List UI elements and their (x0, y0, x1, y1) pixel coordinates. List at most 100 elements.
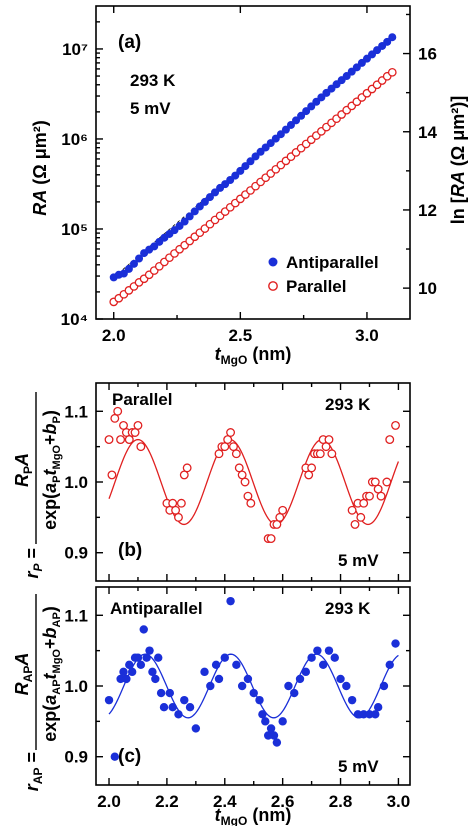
panel-c-point (116, 674, 125, 684)
panel-b-point (391, 420, 400, 430)
panel-b-temperature: 293 K (325, 395, 371, 414)
panel-a-point-antiparallel (150, 242, 159, 251)
panel-b-point (278, 505, 288, 515)
panel-b-point (266, 534, 276, 544)
panel-a-ytick-label: 10⁴ (61, 310, 88, 329)
panel-c-xtick-label: 2.6 (271, 792, 295, 811)
panel-b-point (226, 428, 236, 437)
panel-c-point (168, 703, 177, 712)
panel-c-point (154, 653, 163, 662)
panel-a-point-antiparallel (200, 197, 209, 206)
panel-b-point (240, 477, 250, 487)
panel-c-point (148, 667, 157, 677)
panel-a-frame (95, 5, 411, 320)
panel-a-point-antiparallel (129, 259, 138, 268)
panel-a-ytick-label: 10⁶ (61, 130, 88, 149)
legend-marker-parallel (268, 281, 278, 291)
panel-a-point-antiparallel (292, 116, 301, 125)
panel-c-point (347, 695, 357, 705)
panel-c-point (272, 738, 282, 747)
panel-b-ylabel-numerator: RPA (12, 453, 35, 487)
panel-a-point-antiparallel (236, 166, 245, 175)
panel-c-point (359, 710, 368, 719)
panel-c-point (243, 674, 253, 684)
panel-a-ytick-right-label: 10 (418, 279, 437, 298)
panel-c-xtick-label: 2.2 (155, 792, 179, 811)
panel-c-label: (c) (118, 746, 141, 767)
panel-b-point (376, 491, 386, 501)
panel-c-point (133, 653, 143, 662)
panel-c-point (290, 688, 299, 698)
panel-a-point-antiparallel (307, 102, 316, 111)
panel-a-ylabel-right: ln [RA (Ω μm²)] (448, 96, 468, 224)
panel-c-point (110, 752, 120, 761)
panel-b-point (324, 435, 334, 445)
panel-a-legend: Antiparallel Parallel (268, 253, 379, 296)
panel-a-point-antiparallel (383, 37, 392, 46)
panel-c-point (119, 667, 128, 677)
panel-c-point (142, 653, 151, 662)
panel-c-point (220, 653, 229, 662)
panel-b-point (231, 449, 241, 459)
panel-a-ytick-right-label: 16 (418, 45, 437, 64)
panel-c-xtick-label: 2.8 (329, 792, 353, 811)
panel-b-fit-curve (108, 438, 400, 526)
panel-c-ylabel: rAP = RAPA exp(aAPtMgO+bAP) (12, 594, 63, 791)
panel-b-point (136, 442, 146, 452)
legend-label-antiparallel: Antiparallel (286, 253, 379, 272)
panel-c-points (104, 596, 400, 761)
panel-b-point (176, 498, 186, 508)
panel-b-point (382, 477, 392, 487)
panel-c-point (263, 731, 273, 740)
panel-c-point (353, 710, 363, 719)
panel-a-label: (a) (118, 32, 141, 53)
panel-c-point (373, 703, 383, 712)
panel-a-point-antiparallel (119, 269, 128, 278)
panel-c-point (159, 703, 169, 712)
panel-b-point (104, 435, 114, 445)
panel-a-ytick-right-label: 14 (418, 123, 437, 142)
panel-a-xtick-label: 2.5 (229, 326, 253, 345)
panel-b: 0.9 1.0 1.1 Parallel 293 K (b) 5 mV rP = R… (12, 382, 411, 582)
panel-c-title: Antiparallel (110, 599, 203, 618)
panel-b-ytick-label: 0.9 (64, 544, 88, 563)
panel-c-point (191, 724, 201, 733)
panel-c-point (211, 660, 221, 669)
panel-b-point (327, 449, 337, 459)
panel-c-ylabel-numerator: RAPA (12, 653, 35, 696)
panel-c-point (136, 660, 146, 669)
panel-b-point (182, 463, 192, 473)
panel-c-point (104, 695, 114, 705)
panel-b-label: (b) (118, 540, 142, 561)
panel-a-point-parallel (387, 67, 397, 77)
panel-b-point (350, 519, 360, 529)
panel-c-ylabel-denominator: exp(aAPtMgO+bAP) (40, 606, 63, 742)
panel-c: 2.0 2.2 2.4 2.6 2.8 3.0 0.9 1.0 1.1 Antiparallel… (12, 586, 411, 826)
panel-b-point (307, 463, 317, 473)
panel-c-point (165, 688, 174, 698)
panel-c-xtick-label: 3.0 (387, 792, 411, 811)
panel-a-xtick-label: 2.0 (102, 326, 126, 345)
panel-c-point (261, 717, 270, 726)
panel-b-point (113, 406, 123, 416)
panel-a-bias: 5 mV (130, 99, 171, 118)
panel-c-point (371, 710, 380, 719)
panel-c-point (379, 681, 389, 691)
panel-c-point (284, 681, 293, 691)
panel-b-point (174, 512, 183, 522)
panel-a-ytick-label: 10⁷ (62, 40, 88, 59)
panel-b-ticks: 0.9 1.0 1.1 (64, 383, 410, 581)
panel-a-point-antiparallel (388, 33, 397, 42)
panel-b-ytick-label: 1.0 (64, 473, 88, 492)
panel-b-point (133, 420, 143, 430)
panel-a-point-antiparallel (205, 193, 214, 202)
panel-a-point-antiparallel (302, 107, 311, 116)
panel-b-point (385, 435, 395, 445)
panel-c-point (266, 724, 276, 733)
panel-a-point-antiparallel (231, 171, 240, 180)
panel-c-point (174, 710, 183, 719)
panel-c-point (278, 717, 287, 726)
panel-a-point-antiparallel (286, 120, 295, 129)
panel-c-point (385, 660, 394, 669)
